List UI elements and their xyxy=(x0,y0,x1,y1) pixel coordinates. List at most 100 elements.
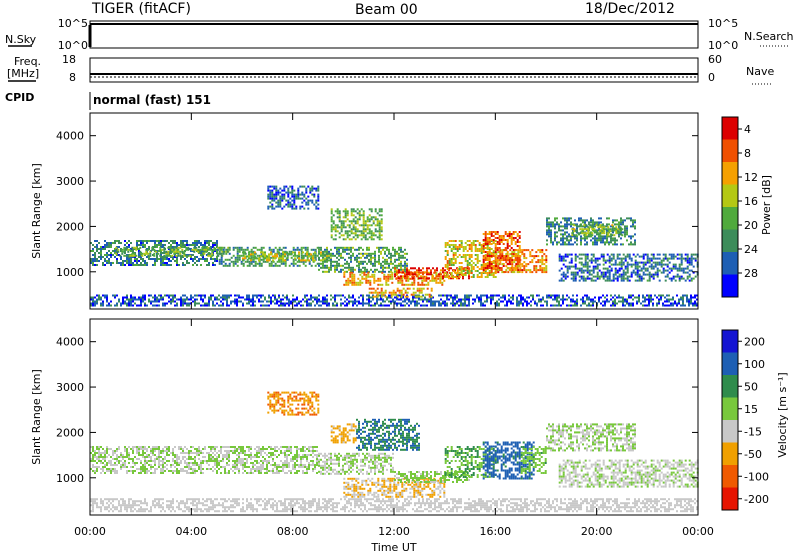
heatmap-cell xyxy=(302,260,305,263)
heatmap-cell xyxy=(578,257,581,260)
heatmap-cell xyxy=(302,262,305,265)
heatmap-cell xyxy=(616,223,618,226)
heatmap-cell xyxy=(554,231,556,234)
heatmap-cell xyxy=(96,446,98,448)
heatmap-cell xyxy=(490,252,493,254)
heatmap-cell xyxy=(354,256,356,259)
heatmap-cell xyxy=(500,239,503,241)
heatmap-cell xyxy=(599,226,602,229)
heatmap-cell xyxy=(400,248,402,251)
heatmap-cell xyxy=(583,228,586,231)
heatmap-cell xyxy=(184,240,186,242)
heatmap-cell xyxy=(556,223,558,226)
heatmap-cell xyxy=(418,287,421,290)
heatmap-cell xyxy=(128,300,130,303)
heatmap-cell xyxy=(652,275,655,278)
heatmap-cell xyxy=(344,300,346,303)
heatmap-cell xyxy=(480,304,482,307)
heatmap-cell xyxy=(234,294,236,297)
heatmap-cell xyxy=(352,214,355,217)
heatmap-cell xyxy=(302,259,304,262)
heatmap-cell xyxy=(336,294,338,297)
heatmap-cell xyxy=(404,264,406,267)
heatmap-cell xyxy=(126,294,128,297)
heatmap-cell xyxy=(149,254,152,257)
heatmap-cell xyxy=(283,189,286,192)
heatmap-cell xyxy=(398,269,400,272)
heatmap-cell xyxy=(495,263,498,266)
heatmap-cell xyxy=(580,269,583,272)
heatmap-cell xyxy=(608,235,610,238)
heatmap-cell xyxy=(141,252,144,255)
heatmap-cell xyxy=(380,252,382,255)
heatmap-cell xyxy=(163,246,166,249)
heatmap-cell xyxy=(204,240,206,242)
heatmap-cell xyxy=(373,279,376,282)
heatmap-cell xyxy=(244,257,246,260)
heatmap-cell xyxy=(314,298,316,301)
heatmap-cell xyxy=(307,185,310,188)
heatmap-cell xyxy=(350,260,352,263)
heatmap-cell xyxy=(117,250,120,253)
heatmap-cell xyxy=(292,300,294,303)
heatmap-cell xyxy=(106,296,108,299)
heatmap-cell xyxy=(92,446,94,448)
heatmap-cell xyxy=(260,304,262,307)
heatmap-cell xyxy=(295,207,298,210)
heatmap-cell xyxy=(562,241,564,244)
heatmap-cell xyxy=(368,291,371,294)
heatmap-cell xyxy=(572,298,574,301)
heatmap-cell xyxy=(250,254,253,257)
heatmap-cell xyxy=(128,262,130,264)
heatmap-cell xyxy=(342,238,345,241)
heatmap-cell xyxy=(328,255,330,258)
heatmap-cell xyxy=(322,264,324,267)
heatmap-cell xyxy=(296,260,299,263)
heatmap-cell xyxy=(184,258,186,260)
heatmap-cell xyxy=(110,456,112,458)
heatmap-cell xyxy=(144,264,146,266)
heatmap-cell xyxy=(320,259,322,262)
heatmap-cell xyxy=(300,260,303,263)
heatmap-cell xyxy=(92,260,94,262)
heatmap-cell xyxy=(626,300,628,303)
heatmap-cell xyxy=(560,277,563,280)
heatmap-cell xyxy=(390,291,393,294)
heatmap-cell xyxy=(386,248,388,251)
heatmap-cell xyxy=(564,243,566,246)
heatmap-cell xyxy=(182,304,184,307)
heatmap-cell xyxy=(98,248,100,250)
heatmap-cell xyxy=(162,304,164,307)
heatmap-cell xyxy=(318,246,320,249)
heatmap-cell xyxy=(184,298,186,301)
heatmap-cell xyxy=(407,277,410,280)
heatmap-cell xyxy=(612,219,614,222)
heatmap-cell xyxy=(646,269,649,272)
heatmap-cell xyxy=(305,203,308,206)
heatmap-cell xyxy=(668,257,671,260)
heatmap-cell xyxy=(572,235,574,238)
heatmap-cell xyxy=(466,260,469,262)
heatmap-cell xyxy=(336,252,338,255)
heatmap-cell xyxy=(586,294,588,297)
heatmap-cell xyxy=(554,227,556,230)
heatmap-cell xyxy=(106,252,108,254)
heatmap-cell xyxy=(218,304,220,307)
heatmap-cell xyxy=(562,243,564,246)
heatmap-cell xyxy=(606,233,608,236)
heatmap-cell xyxy=(674,275,677,278)
heatmap-cell xyxy=(520,302,522,305)
heatmap-cell xyxy=(122,264,124,266)
heatmap-cell xyxy=(418,269,420,272)
heatmap-cell xyxy=(454,294,456,297)
heatmap-cell xyxy=(307,207,310,210)
heatmap-cell xyxy=(362,296,364,299)
heatmap-cell xyxy=(583,232,586,235)
heatmap-cell xyxy=(216,244,218,246)
heatmap-cell xyxy=(460,270,463,272)
heatmap-cell xyxy=(458,304,460,307)
heatmap-cell xyxy=(492,262,495,264)
heatmap-cell xyxy=(610,235,612,238)
heatmap-cell xyxy=(654,273,657,276)
heatmap-cell xyxy=(398,271,400,274)
